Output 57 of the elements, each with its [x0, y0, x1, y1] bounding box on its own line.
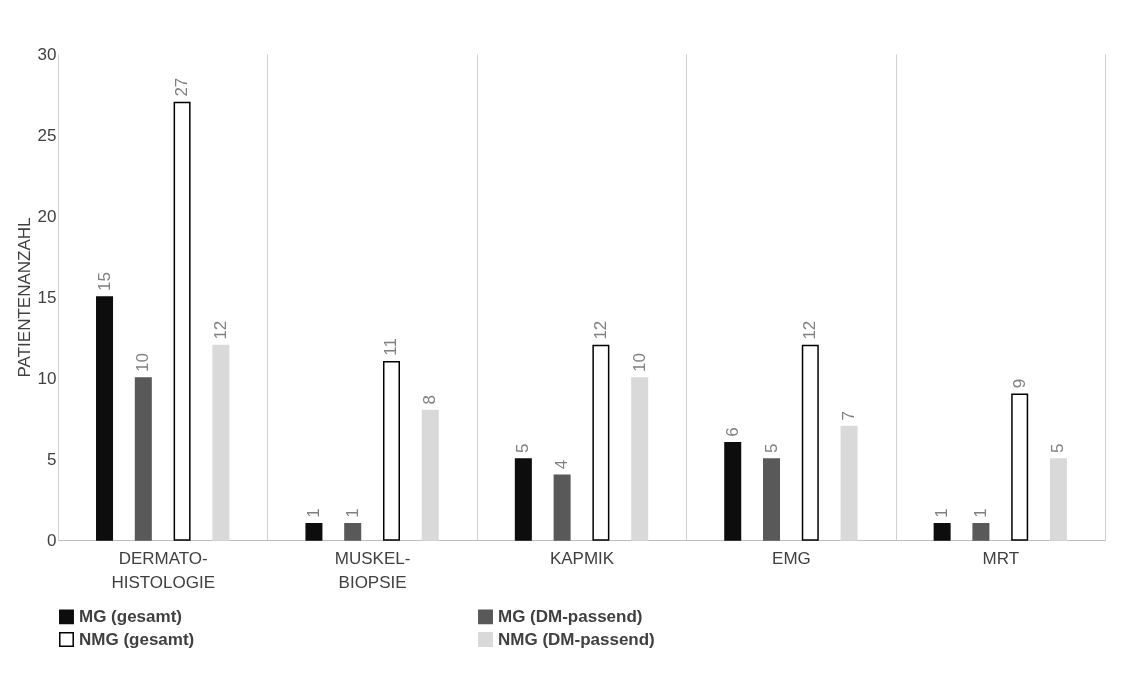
data-label: 8 [420, 394, 440, 405]
x-tick-label: MUSKEL-BIOPSIE [334, 548, 411, 592]
bar [592, 344, 610, 541]
data-label: 5 [761, 443, 781, 453]
data-label: 1 [342, 508, 362, 518]
data-label: 5 [1048, 443, 1068, 453]
bar [933, 523, 951, 541]
y-tick-label: 0 [47, 530, 57, 550]
legend-label: MG (gesamt) [79, 606, 182, 626]
bar [514, 458, 532, 541]
x-tick-label: KAPMIK [549, 548, 615, 568]
y-tick-label: 5 [47, 449, 57, 469]
bar [631, 377, 649, 541]
legend-label: NMG (DM-passend) [498, 629, 655, 649]
bar [173, 101, 191, 541]
data-label: 12 [800, 320, 820, 340]
bar [305, 523, 323, 541]
data-label: 12 [210, 320, 230, 340]
data-label: 1 [932, 508, 952, 518]
bar [724, 442, 742, 541]
data-label: 7 [839, 411, 859, 421]
bar [840, 425, 858, 541]
data-label: 12 [590, 320, 610, 340]
data-label: 1 [970, 508, 990, 518]
bar [382, 361, 400, 541]
bar [96, 296, 114, 541]
bar [1049, 458, 1067, 541]
legend-label: NMG (gesamt) [79, 629, 195, 649]
data-label: 10 [133, 353, 153, 372]
bar [763, 458, 781, 541]
data-label: 10 [629, 353, 649, 372]
data-label: 27 [172, 77, 192, 97]
x-tick-label: DERMATO-HISTOLOGIE [111, 548, 215, 592]
bar [134, 377, 152, 541]
x-tick-label: MRT [982, 548, 1020, 568]
y-tick-label: 25 [37, 125, 57, 145]
y-tick-label: 10 [37, 368, 57, 388]
bar [972, 523, 990, 541]
data-label: 5 [513, 443, 533, 453]
data-label: 1 [303, 508, 323, 518]
bar [801, 344, 819, 541]
legend-label: MG (DM-passend) [498, 606, 643, 626]
data-label: 9 [1009, 378, 1029, 389]
bar [344, 523, 362, 541]
y-tick-label: 15 [37, 287, 57, 307]
y-tick-label: 30 [37, 44, 57, 64]
x-tick-label: EMG [772, 548, 811, 568]
data-label: 4 [552, 459, 572, 470]
data-label: 6 [722, 427, 742, 437]
bar [1011, 393, 1029, 541]
bar [421, 409, 439, 541]
y-axis-title: PATIENTENANZAHL [14, 217, 34, 378]
data-label: 15 [94, 272, 114, 291]
bar [212, 344, 230, 541]
y-tick-label: 20 [37, 206, 57, 226]
bar [553, 474, 571, 541]
data-label: 11 [381, 338, 401, 356]
